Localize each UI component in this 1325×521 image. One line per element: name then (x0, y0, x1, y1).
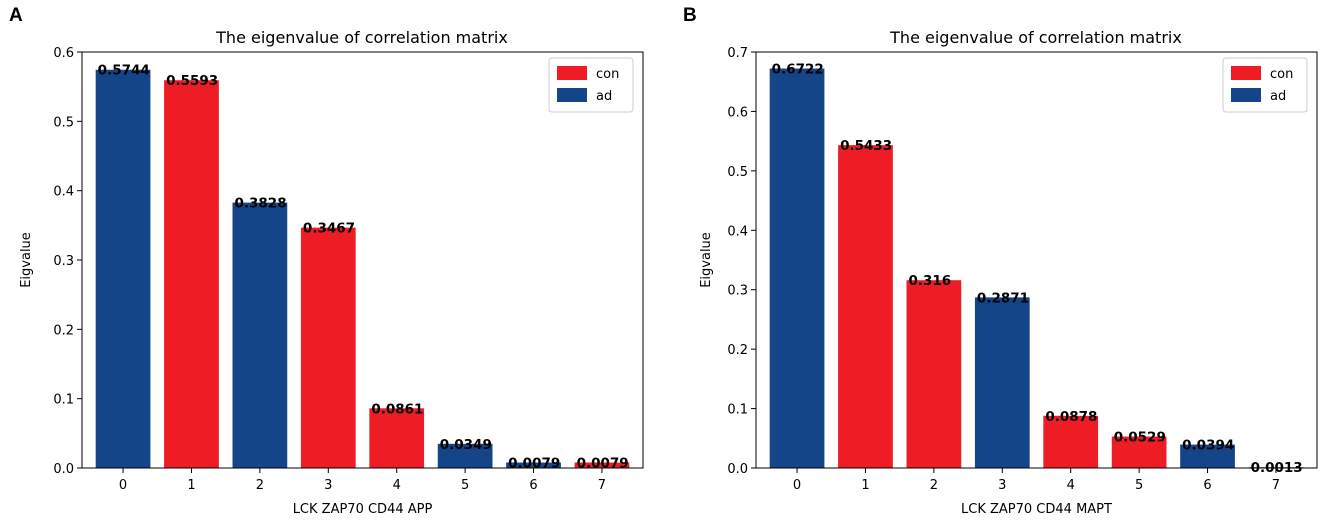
data-label-7: 0.0079 (577, 456, 629, 472)
x-tick-label: 2 (930, 478, 938, 493)
data-label-2: 0.3828 (235, 196, 287, 212)
data-label-5: 0.0349 (440, 437, 492, 453)
legend-label-ad: ad (1270, 89, 1286, 104)
legend-swatch-con (1231, 66, 1261, 80)
chart-panel-b: The eigenvalue of correlation matrix0.67… (699, 28, 1318, 517)
chart-title: The eigenvalue of correlation matrix (215, 28, 508, 47)
y-tick-label: 0.5 (727, 165, 748, 180)
y-tick-label: 0.2 (53, 323, 74, 338)
bar-4 (1043, 415, 1099, 468)
data-label-1: 0.5433 (840, 138, 892, 154)
x-tick-label: 1 (861, 478, 869, 493)
bar-5 (437, 443, 493, 468)
y-tick-label: 0.1 (727, 403, 748, 418)
x-tick-label: 0 (793, 478, 801, 493)
y-tick-label: 0.3 (727, 284, 748, 299)
x-tick-label: 1 (187, 478, 195, 493)
legend-label-con: con (596, 67, 619, 82)
x-tick-label: 4 (1067, 478, 1075, 493)
data-label-0: 0.6722 (772, 62, 824, 78)
chart-title: The eigenvalue of correlation matrix (889, 28, 1182, 47)
bar-4 (369, 408, 425, 468)
x-tick-label: 3 (998, 478, 1006, 493)
bar-3 (974, 297, 1030, 468)
bar-2 (906, 280, 962, 468)
y-tick-label: 0.0 (53, 462, 74, 477)
y-tick-label: 0.6 (53, 46, 74, 61)
y-tick-label: 0.7 (727, 46, 748, 61)
x-tick-label: 5 (461, 478, 469, 493)
data-label-6: 0.0079 (508, 456, 560, 472)
x-tick-label: 2 (256, 478, 264, 493)
y-tick-label: 0.2 (727, 343, 748, 358)
x-axis-label: LCK ZAP70 CD44 APP (293, 502, 433, 517)
y-axis-label: Eigvalue (699, 232, 714, 288)
data-label-4: 0.0861 (371, 401, 423, 417)
chart-panel-a: The eigenvalue of correlation matrix0.57… (19, 28, 644, 517)
legend-swatch-con (557, 66, 587, 80)
legend-swatch-ad (557, 88, 587, 102)
bar-6 (506, 462, 561, 468)
x-tick-label: 7 (598, 478, 606, 493)
data-label-3: 0.3467 (303, 221, 355, 237)
x-tick-label: 7 (1272, 478, 1280, 493)
y-tick-label: 0.4 (727, 224, 748, 239)
x-tick-label: 5 (1135, 478, 1143, 493)
panel-label-b: B (683, 5, 697, 26)
x-tick-label: 6 (529, 478, 537, 493)
data-label-5: 0.0529 (1114, 430, 1166, 446)
bar-6 (1180, 444, 1235, 468)
bar-5 (1111, 436, 1167, 468)
legend-label-ad: ad (596, 89, 612, 104)
y-tick-label: 0.3 (53, 254, 74, 269)
y-tick-label: 0.5 (53, 115, 74, 130)
data-label-3: 0.2871 (977, 290, 1029, 306)
data-label-1: 0.5593 (166, 73, 218, 89)
data-label-4: 0.0878 (1045, 409, 1097, 425)
bar-7 (574, 462, 630, 468)
y-tick-label: 0.0 (727, 462, 748, 477)
data-label-0: 0.5744 (98, 63, 150, 79)
data-label-2: 0.316 (909, 273, 952, 289)
bar-1 (838, 145, 893, 468)
x-tick-label: 3 (324, 478, 332, 493)
legend-label-con: con (1270, 67, 1293, 82)
bar-0 (769, 68, 825, 468)
x-tick-label: 0 (119, 478, 127, 493)
panel-label-a: A (9, 5, 23, 26)
plot-frame (755, 51, 1318, 469)
legend-swatch-ad (1231, 88, 1261, 102)
bar-2 (232, 202, 288, 469)
x-axis-label: LCK ZAP70 CD44 MAPT (961, 502, 1112, 517)
data-label-6: 0.0394 (1182, 438, 1234, 454)
bar-3 (300, 227, 356, 468)
y-tick-label: 0.1 (53, 393, 74, 408)
bar-0 (95, 69, 151, 469)
y-tick-label: 0.4 (53, 185, 74, 200)
x-tick-label: 4 (393, 478, 401, 493)
x-tick-label: 6 (1203, 478, 1211, 493)
y-axis-label: Eigvalue (19, 232, 34, 288)
bar-1 (164, 80, 219, 469)
y-tick-label: 0.6 (727, 105, 748, 120)
